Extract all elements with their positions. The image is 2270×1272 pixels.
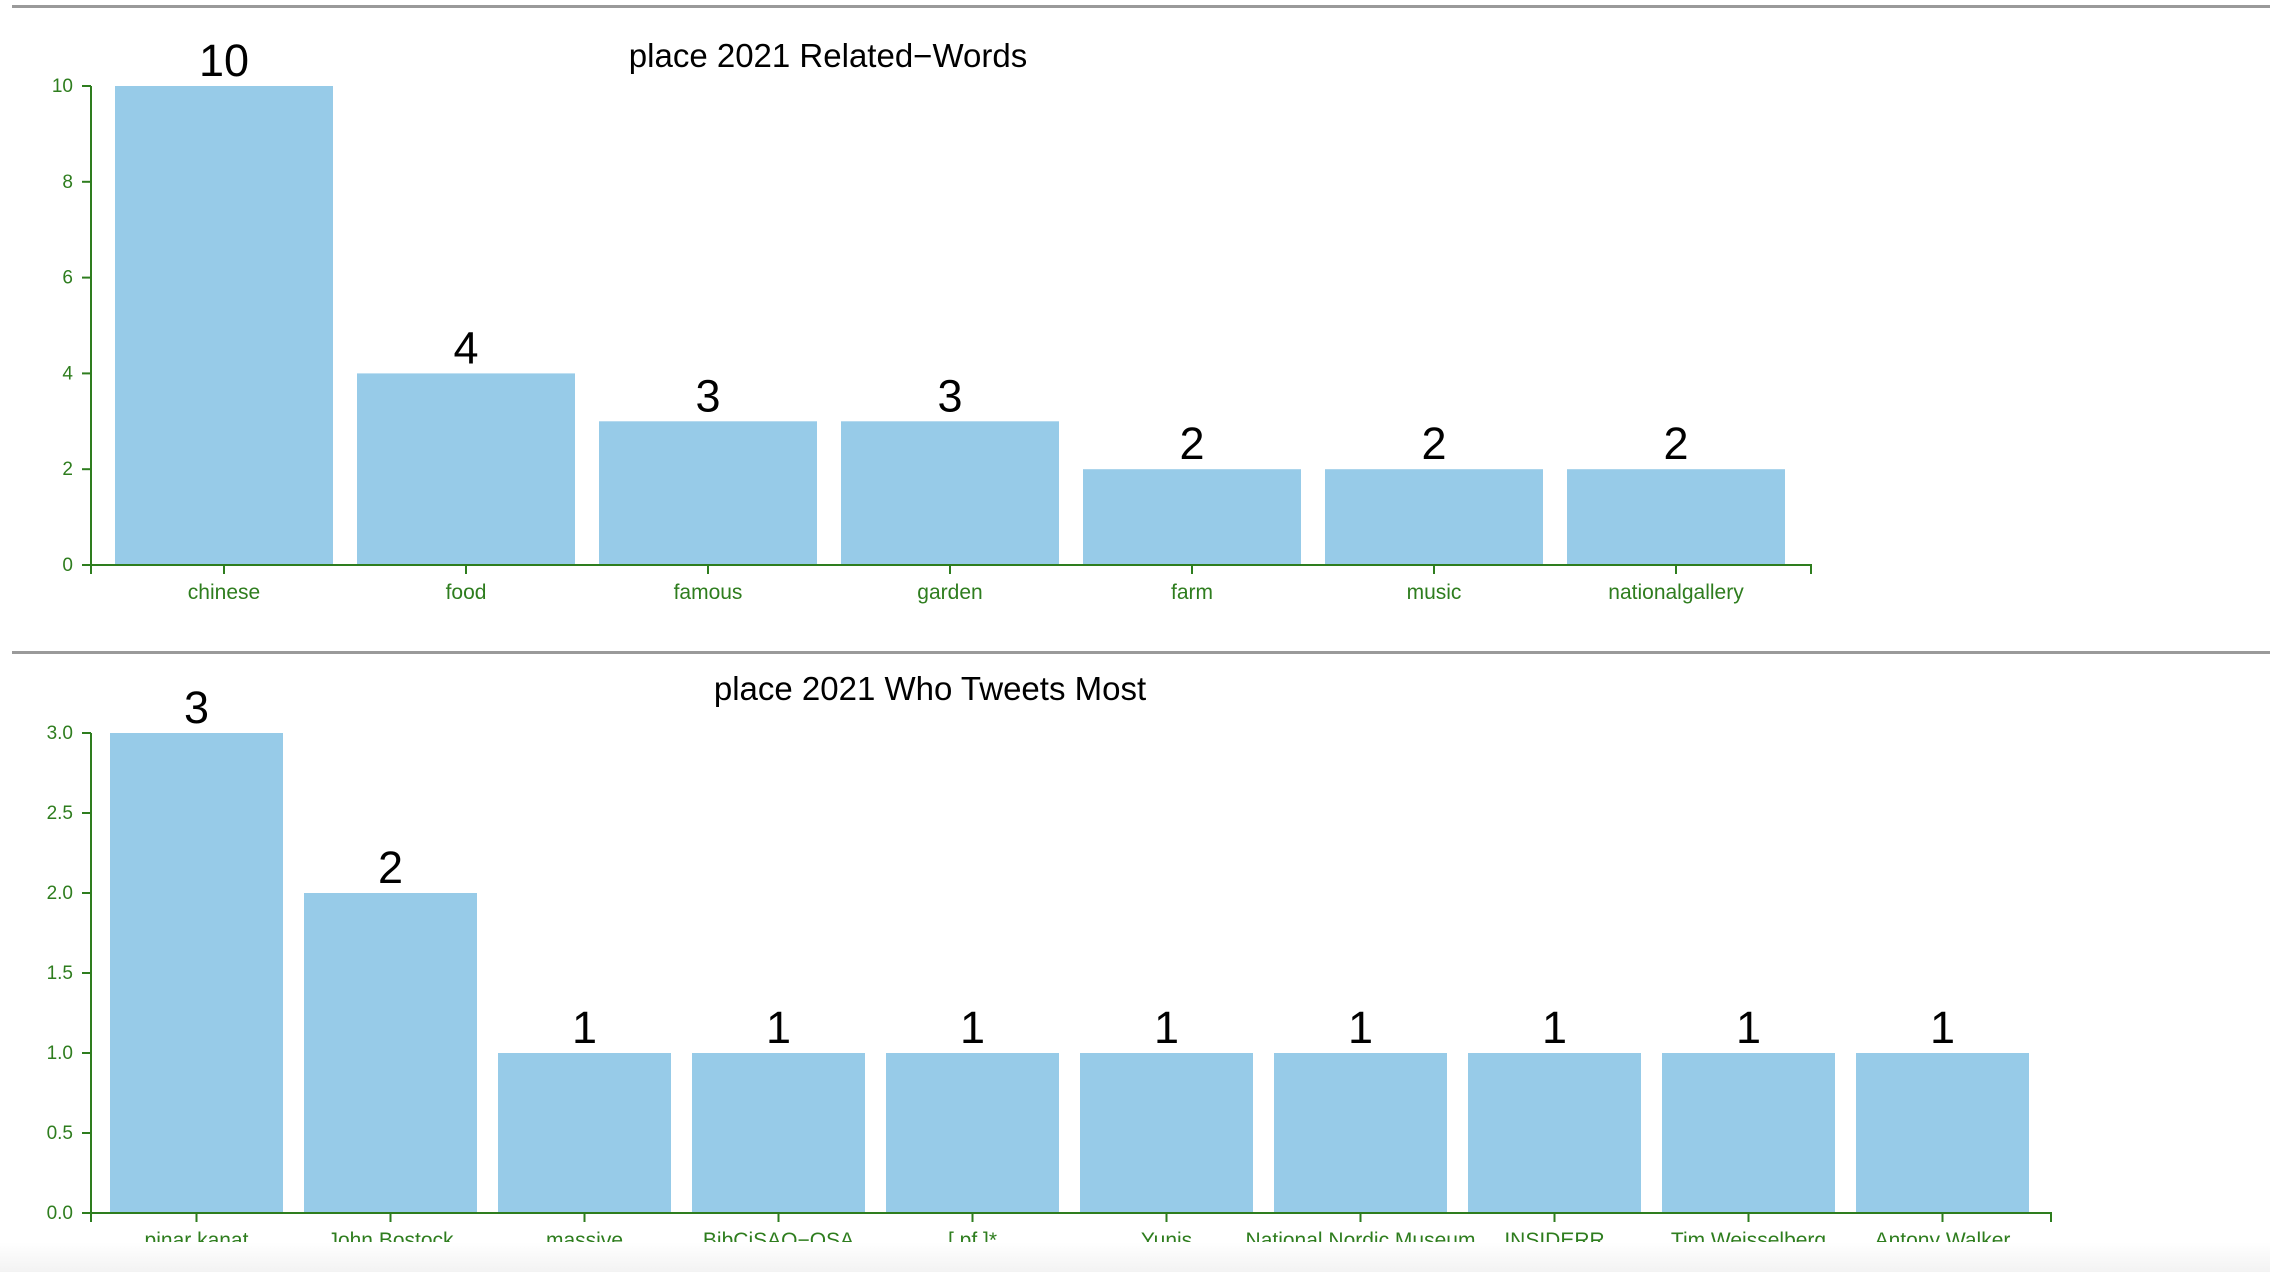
section-divider [12,651,2270,654]
y-tick-label: 8 [62,172,73,193]
bar [1080,1053,1253,1213]
data-label: 2 [378,842,403,893]
x-tick-label: garden [917,581,982,604]
data-label: 1 [766,1002,791,1053]
data-label: 2 [1663,418,1688,469]
x-tick-label: farm [1171,581,1213,604]
bar [1567,469,1785,565]
y-tick-label: 0.0 [47,1203,73,1224]
y-tick-label: 2.0 [47,883,73,904]
data-label: 10 [199,35,249,86]
bar [1325,469,1543,565]
data-label: 3 [695,370,720,421]
chart-title: place 2021 Related−Words [629,37,1027,74]
data-label: 1 [1348,1002,1373,1053]
page-bottom-edge [0,1242,2270,1272]
data-label: 2 [1179,418,1204,469]
bar [1083,469,1301,565]
bar [110,733,283,1213]
x-axis-line [90,1212,2052,1222]
bar [886,1053,1059,1213]
y-tick-label: 0 [62,555,73,576]
y-tick-label: 1.0 [47,1043,73,1064]
bar [841,421,1059,565]
y-tick-label: 4 [62,363,73,384]
x-tick-label: food [446,581,487,604]
bar [498,1053,671,1213]
bar [1856,1053,2029,1213]
data-label: 1 [1542,1002,1567,1053]
x-tick-label: nationalgallery [1608,581,1744,604]
data-label: 2 [1421,418,1446,469]
y-tick-label: 1.5 [47,963,73,984]
data-label: 3 [184,682,209,733]
x-tick-label: music [1407,581,1462,604]
y-tick-label: 2.5 [47,803,73,824]
y-tick-label: 2 [62,459,73,480]
x-tick-label: famous [674,581,743,604]
bar [599,421,817,565]
data-label: 1 [572,1002,597,1053]
data-label: 4 [453,322,478,373]
data-label: 1 [1930,1002,1955,1053]
data-label: 3 [937,370,962,421]
x-tick-label: chinese [188,581,260,604]
data-label: 1 [1736,1002,1761,1053]
y-tick-label: 0.5 [47,1123,73,1144]
y-tick-label: 10 [52,76,73,97]
data-label: 1 [960,1002,985,1053]
bar [692,1053,865,1213]
chart-title: place 2021 Who Tweets Most [714,670,1146,707]
bar [304,893,477,1213]
bar [115,86,333,565]
y-tick-label: 6 [62,268,73,289]
top-divider [12,5,2270,8]
bar [1662,1053,1835,1213]
bar [1274,1053,1447,1213]
chart-marks: 10 4 3 3 2 2 2 0 2 4 6 8 10 chinese food famous garden fa… [52,35,1812,604]
y-tick-label: 3.0 [47,723,73,744]
bar [1468,1053,1641,1213]
data-label: 1 [1154,1002,1179,1053]
bar [357,373,575,565]
